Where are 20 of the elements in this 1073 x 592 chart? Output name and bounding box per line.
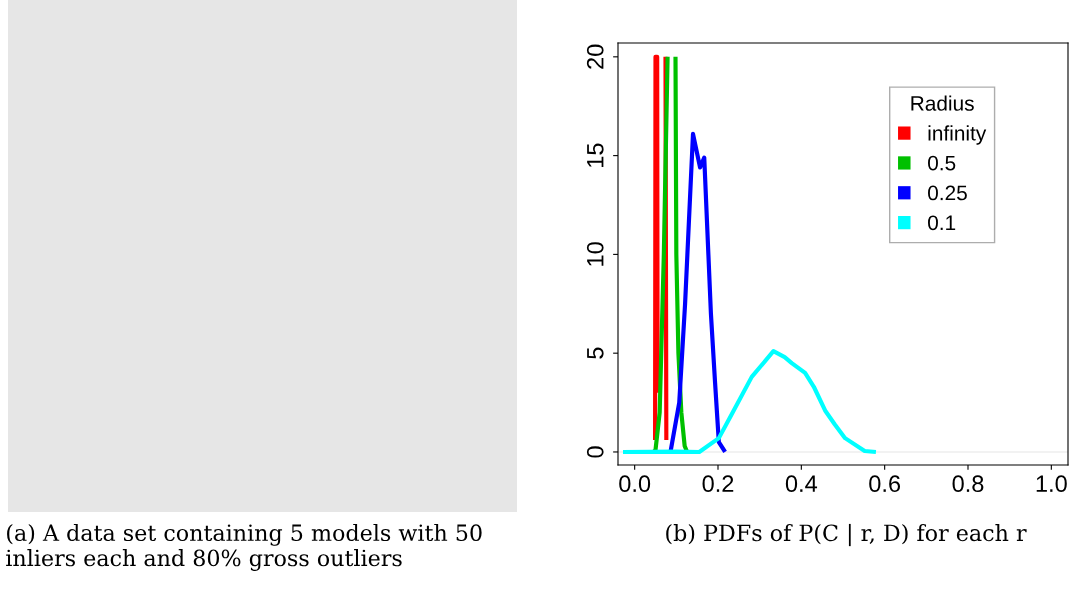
line-series — [620, 349, 879, 455]
legend-label: 0.25 — [928, 185, 967, 201]
y-tick-label: 15 — [587, 143, 604, 167]
legend-label: 0.1 — [928, 215, 956, 231]
x-tick-label: 0.8 — [952, 475, 984, 493]
text: (b) PDFs of P(C | r, D) for each r — [666, 523, 1027, 547]
legend-label: 0.5 — [928, 155, 956, 171]
y-tick-label: 0 — [586, 446, 604, 458]
y-tick-label: 20 — [586, 44, 604, 69]
legend-label: infinity — [928, 125, 987, 145]
y-tick-label: 10 — [586, 242, 604, 266]
y-tick-label: 5 — [587, 347, 604, 359]
x-tick-label: 1.0 — [1036, 475, 1067, 493]
legend-title: Radius — [911, 95, 974, 111]
line-series — [668, 131, 728, 455]
x-tick-label: 0.0 — [619, 475, 651, 493]
x-tick-label: 0.2 — [702, 475, 734, 493]
x-tick-label: 0.6 — [869, 475, 901, 493]
text: (a) A data set containing 5 models with 50 inliers each and 80% gross outliers — [6, 523, 482, 571]
x-tick-label: 0.4 — [785, 475, 818, 493]
